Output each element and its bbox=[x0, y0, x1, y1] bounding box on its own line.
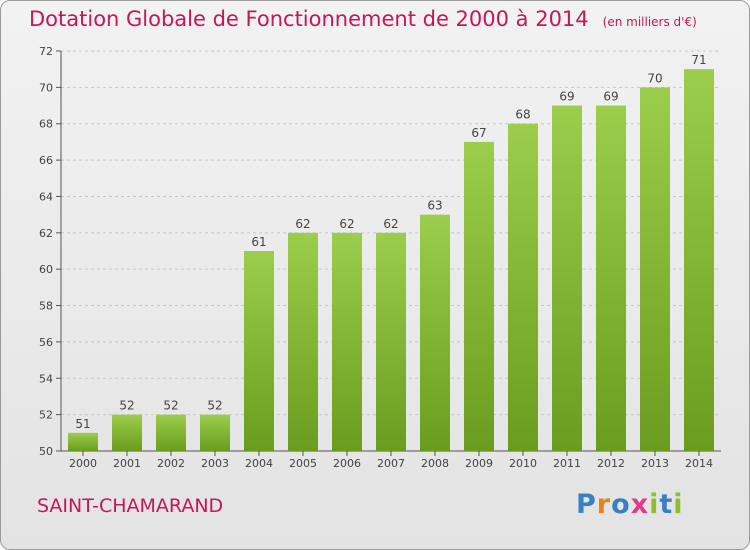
x-tick-label: 2002 bbox=[157, 457, 185, 470]
y-tick-label: 52 bbox=[39, 409, 53, 422]
x-tick-label: 2007 bbox=[377, 457, 405, 470]
y-tick-label: 66 bbox=[39, 154, 53, 167]
x-tick-label: 2004 bbox=[245, 457, 273, 470]
x-tick-label: 2011 bbox=[553, 457, 581, 470]
data-label: 62 bbox=[339, 217, 354, 231]
x-tick-label: 2001 bbox=[113, 457, 141, 470]
bars bbox=[68, 69, 714, 452]
y-tick-label: 60 bbox=[39, 263, 53, 276]
bar bbox=[508, 123, 538, 452]
y-tick-label: 70 bbox=[39, 81, 53, 94]
x-tick-label: 2009 bbox=[465, 457, 493, 470]
y-tick-label: 72 bbox=[39, 45, 53, 58]
y-tick-label: 64 bbox=[39, 190, 53, 203]
proxiti-logo: Proxiti bbox=[576, 489, 684, 520]
x-tick-label: 2013 bbox=[641, 457, 669, 470]
bar bbox=[200, 414, 230, 451]
bar bbox=[244, 251, 274, 451]
bar bbox=[332, 232, 362, 451]
data-label: 52 bbox=[119, 399, 134, 413]
bar bbox=[552, 105, 582, 451]
logo-letter: x bbox=[630, 489, 650, 520]
x-tick-label: 2014 bbox=[685, 457, 713, 470]
logo-letter: i bbox=[649, 489, 660, 520]
y-tick-label: 58 bbox=[39, 300, 53, 313]
bar bbox=[376, 232, 406, 451]
data-label: 52 bbox=[163, 399, 178, 413]
logo-letter: r bbox=[596, 489, 612, 520]
bar bbox=[288, 232, 318, 451]
bar bbox=[640, 87, 670, 451]
x-tick-label: 2010 bbox=[509, 457, 537, 470]
y-tick-label: 50 bbox=[39, 445, 53, 458]
x-tick-label: 2000 bbox=[69, 457, 97, 470]
data-label: 62 bbox=[383, 217, 398, 231]
data-label: 71 bbox=[691, 53, 706, 67]
y-tick-label: 54 bbox=[39, 372, 53, 385]
bar bbox=[464, 141, 494, 451]
y-tick-labels: 50 52 54 56 58 60 62 64 66 68 70 72 bbox=[39, 45, 53, 458]
data-label: 69 bbox=[559, 90, 574, 104]
y-tick-label: 62 bbox=[39, 227, 53, 240]
bar bbox=[684, 69, 714, 451]
x-tick-label: 2006 bbox=[333, 457, 361, 470]
bar bbox=[596, 105, 626, 451]
bar bbox=[156, 414, 186, 451]
bar bbox=[112, 414, 142, 451]
commune-name: SAINT-CHAMARAND bbox=[37, 495, 224, 517]
logo-letter: t bbox=[659, 489, 674, 520]
data-label: 62 bbox=[295, 217, 310, 231]
logo-letter: i bbox=[673, 489, 684, 520]
x-tick-label: 2008 bbox=[421, 457, 449, 470]
data-label: 67 bbox=[471, 126, 486, 140]
bar bbox=[420, 214, 450, 451]
x-tick-label: 2003 bbox=[201, 457, 229, 470]
y-tick-label: 68 bbox=[39, 118, 53, 131]
data-label: 52 bbox=[207, 399, 222, 413]
data-label: 63 bbox=[427, 199, 442, 213]
title-row: Dotation Globale de Fonctionnement de 20… bbox=[29, 7, 697, 31]
logo-letter: o bbox=[611, 489, 631, 520]
bar bbox=[68, 432, 98, 451]
logo-letter: P bbox=[576, 489, 597, 520]
x-tick-labels: 2000 2001 2002 2003 2004 2005 2006 2007 2008 2009… bbox=[69, 457, 713, 470]
chart-subtitle: (en milliers d'€) bbox=[602, 15, 697, 29]
x-tick-label: 2005 bbox=[289, 457, 317, 470]
data-label: 69 bbox=[603, 90, 618, 104]
data-labels: 51 52 52 52 61 62 62 62 63 67 68 69 69 70 71 bbox=[75, 53, 706, 431]
data-label: 68 bbox=[515, 108, 530, 122]
chart-title: Dotation Globale de Fonctionnement de 20… bbox=[29, 7, 589, 31]
data-label: 61 bbox=[251, 235, 266, 249]
x-tick-label: 2012 bbox=[597, 457, 625, 470]
data-label: 51 bbox=[75, 417, 90, 431]
data-label: 70 bbox=[647, 71, 662, 85]
y-tick-label: 56 bbox=[39, 336, 53, 349]
